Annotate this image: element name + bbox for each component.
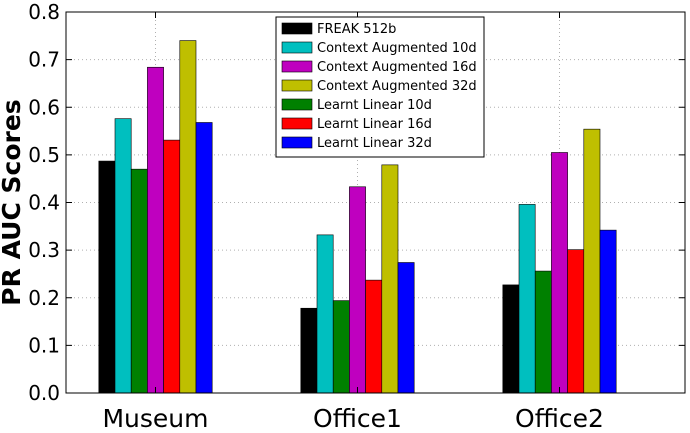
legend-swatch — [281, 60, 313, 73]
y-tick-label: 0.1 — [28, 333, 60, 357]
x-tick-label: Office1 — [313, 404, 402, 433]
legend-swatch — [281, 41, 313, 54]
bar-context-augmented-16d-museum — [147, 66, 164, 394]
bar-learnt-linear-32d-museum — [195, 122, 213, 394]
bar-context-augmented-16d-office2 — [551, 152, 568, 394]
bars — [98, 40, 617, 394]
bar-context-augmented-32d-office1 — [381, 164, 399, 394]
bar-freak-512b-office2 — [502, 284, 520, 394]
y-tick-label: 0.3 — [28, 238, 60, 262]
bar-learnt-linear-32d-office1 — [397, 262, 415, 394]
bar-context-augmented-32d-office2 — [583, 128, 601, 394]
legend-label: Learnt Linear 16d — [317, 117, 432, 132]
bar-learnt-linear-10d-museum — [130, 168, 148, 394]
bar-context-augmented-16d-office1 — [349, 186, 366, 394]
legend-swatch — [281, 98, 313, 111]
legend-label: Context Augmented 32d — [317, 79, 477, 94]
y-tick-label: 0.7 — [28, 48, 60, 72]
bar-learnt-linear-16d-office1 — [365, 279, 383, 394]
legend-swatch — [281, 136, 313, 149]
y-tick-label: 0.2 — [28, 286, 60, 310]
legend-label: Context Augmented 16d — [317, 60, 477, 75]
legend-label: FREAK 512b — [317, 22, 396, 37]
bar-learnt-linear-10d-office1 — [332, 300, 350, 394]
legend-swatch — [281, 22, 313, 35]
x-tick-label: Museum — [102, 404, 208, 433]
legend-label: Learnt Linear 32d — [317, 136, 432, 151]
bar-context-augmented-10d-office1 — [316, 234, 334, 394]
y-axis-label: PR AUC Scores — [0, 99, 26, 305]
axis-ticks: 0.0 0.1 0.2 0.3 0.4 0.5 0.6 0.7 0.8 Museum Office1… — [28, 0, 685, 433]
x-tick-label: Office2 — [515, 404, 604, 433]
y-tick-label: 0.4 — [28, 191, 60, 215]
bar-context-augmented-10d-office2 — [518, 204, 536, 394]
legend-label: Context Augmented 10d — [317, 41, 477, 56]
bar-context-augmented-32d-museum — [179, 40, 197, 394]
y-tick-label: 0.6 — [28, 95, 60, 119]
legend-label: Learnt Linear 10d — [317, 98, 432, 113]
bar-context-augmented-10d-museum — [114, 118, 132, 394]
bar-learnt-linear-16d-museum — [163, 139, 181, 394]
bar-learnt-linear-16d-office2 — [567, 249, 585, 394]
legend-swatch — [281, 79, 313, 92]
y-tick-label: 0.5 — [28, 143, 60, 167]
y-tick-label: 0.8 — [28, 0, 60, 24]
y-tick-label: 0.0 — [28, 381, 60, 405]
bar-learnt-linear-10d-office2 — [534, 270, 552, 394]
legend-swatch — [281, 117, 313, 130]
legend: FREAK 512b Context Augmented 10d Context A… — [275, 16, 485, 158]
bar-freak-512b-museum — [98, 160, 116, 394]
bar-learnt-linear-32d-office2 — [599, 229, 617, 394]
bar-freak-512b-office1 — [300, 307, 318, 394]
